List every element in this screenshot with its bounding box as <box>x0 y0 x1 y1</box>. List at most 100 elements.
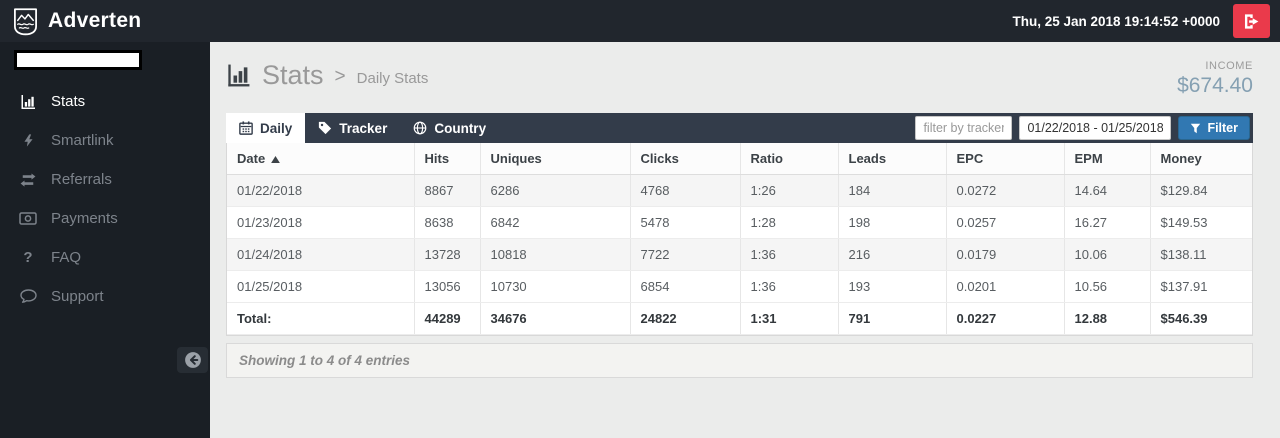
table-cell: 8638 <box>414 206 481 239</box>
table-cell: Total: <box>227 302 415 335</box>
globe-icon <box>413 121 427 135</box>
table-cell: $149.53 <box>1150 206 1252 239</box>
table-cell: 13728 <box>414 238 481 271</box>
table-cell: 5478 <box>630 206 741 239</box>
breadcrumb-separator: > <box>334 66 346 87</box>
tab-label: Tracker <box>339 120 388 136</box>
server-datetime: Thu, 25 Jan 2018 19:14:52 +0000 <box>1012 13 1220 29</box>
table-cell: 10.56 <box>1064 270 1151 303</box>
table-cell: 10818 <box>480 238 631 271</box>
bar-chart-icon <box>226 63 251 88</box>
sign-out-icon <box>1242 12 1261 31</box>
table-cell: 10730 <box>480 270 631 303</box>
income-value: $674.40 <box>1177 74 1253 97</box>
breadcrumb-page: Daily Stats <box>356 69 429 87</box>
table-cell: 6842 <box>480 206 631 239</box>
table-cell: 4768 <box>630 174 741 207</box>
table-cell: 216 <box>838 238 947 271</box>
tab-daily[interactable]: Daily <box>226 113 306 143</box>
tab-bar: Daily Tracker Country Filter <box>226 113 1253 143</box>
sidebar-item-smartlink[interactable]: Smartlink <box>0 121 210 160</box>
table-total-row: Total: 44289 34676 24822 1:31 791 0.0227 12.88 $… <box>227 302 1252 335</box>
table-cell: 193 <box>838 270 947 303</box>
table-cell: 10.06 <box>1064 238 1151 271</box>
income-label: INCOME <box>1205 60 1253 72</box>
funnel-icon <box>1190 123 1201 134</box>
tab-label: Daily <box>260 120 293 136</box>
column-header-money[interactable]: Money <box>1150 143 1252 175</box>
table-cell: 16.27 <box>1064 206 1151 239</box>
page-title: Stats <box>262 60 324 90</box>
column-header-date[interactable]: Date <box>227 143 415 175</box>
column-header-hits[interactable]: Hits <box>414 143 481 175</box>
tab-country[interactable]: Country <box>400 113 499 143</box>
table-cell: 8867 <box>414 174 481 207</box>
table-cell: 791 <box>838 302 947 335</box>
table-cell: 7722 <box>630 238 741 271</box>
table-cell: 01/23/2018 <box>227 206 415 239</box>
sidebar-item-faq[interactable]: ? FAQ <box>0 238 210 277</box>
table-cell: 24822 <box>630 302 741 335</box>
tab-label: Country <box>434 120 487 136</box>
tab-list: Daily Tracker Country <box>226 113 499 143</box>
table-cell: 12.88 <box>1064 302 1151 335</box>
table-cell: $129.84 <box>1150 174 1252 207</box>
main-content: Stats > Daily Stats INCOME $674.40 Daily… <box>210 42 1280 438</box>
table-body: 01/22/2018 8867 6286 4768 1:26 184 0.0272 14.64… <box>227 174 1252 335</box>
table-cell: 34676 <box>480 302 631 335</box>
table-row: 01/23/2018 8638 6842 5478 1:28 198 0.0257 16.27… <box>227 206 1252 239</box>
table-cell: $138.11 <box>1150 238 1252 271</box>
brand-logo[interactable]: Adverten <box>12 7 141 36</box>
sidebar-item-label: Stats <box>51 93 86 110</box>
table-cell: 6854 <box>630 270 741 303</box>
sidebar-menu: Stats Smartlink Referrals Payments ? FAQ Suppo… <box>0 82 210 316</box>
filter-controls: Filter <box>915 113 1253 143</box>
sidebar-item-label: Referrals <box>51 171 112 188</box>
table-cell: 0.0201 <box>946 270 1065 303</box>
sort-up-icon <box>271 151 281 166</box>
sidebar-item-label: Payments <box>51 210 118 227</box>
tab-tracker[interactable]: Tracker <box>305 113 400 143</box>
money-icon <box>18 212 38 225</box>
column-header-ratio[interactable]: Ratio <box>740 143 839 175</box>
tag-icon <box>318 121 332 135</box>
sidebar-item-support[interactable]: Support <box>0 277 210 316</box>
table-cell: 01/24/2018 <box>227 238 415 271</box>
adverten-shield-icon <box>12 7 39 36</box>
stats-panel: Daily Tracker Country Filter <box>226 113 1253 378</box>
column-header-epc[interactable]: EPC <box>946 143 1065 175</box>
table-row: 01/24/2018 13728 10818 7722 1:36 216 0.0179 10.… <box>227 238 1252 271</box>
lightning-icon <box>18 133 38 148</box>
table-cell: 01/25/2018 <box>227 270 415 303</box>
income-summary: INCOME $674.40 <box>1177 60 1253 98</box>
filter-button-label: Filter <box>1207 121 1238 135</box>
tracker-filter-input[interactable] <box>915 116 1013 140</box>
chat-icon <box>18 289 38 304</box>
column-header-uniques[interactable]: Uniques <box>480 143 631 175</box>
exchange-icon <box>18 172 38 187</box>
circle-arrow-left-icon <box>184 351 202 369</box>
table-cell: 1:36 <box>740 238 839 271</box>
table-header-row: Date Hits Uniques Clicks Ratio Leads EPC EPM Mon… <box>227 143 1252 175</box>
date-range-input[interactable] <box>1019 116 1172 140</box>
table-cell: 0.0272 <box>946 174 1065 207</box>
column-header-epm[interactable]: EPM <box>1064 143 1151 175</box>
table-cell: 6286 <box>480 174 631 207</box>
sidebar-item-stats[interactable]: Stats <box>0 82 210 121</box>
logout-button[interactable] <box>1233 4 1270 38</box>
stats-table-container: Date Hits Uniques Clicks Ratio Leads EPC EPM Mon… <box>226 143 1253 336</box>
table-cell: 1:31 <box>740 302 839 335</box>
sidebar-item-payments[interactable]: Payments <box>0 199 210 238</box>
sidebar-collapse-button[interactable] <box>177 347 208 373</box>
table-cell: 0.0257 <box>946 206 1065 239</box>
table-cell: 198 <box>838 206 947 239</box>
table-row: 01/22/2018 8867 6286 4768 1:26 184 0.0272 14.64… <box>227 174 1252 207</box>
table-cell: $137.91 <box>1150 270 1252 303</box>
column-header-leads[interactable]: Leads <box>838 143 947 175</box>
sidebar-item-referrals[interactable]: Referrals <box>0 160 210 199</box>
column-header-clicks[interactable]: Clicks <box>630 143 741 175</box>
table-cell: $546.39 <box>1150 302 1252 335</box>
brand-name: Adverten <box>48 9 142 32</box>
account-redacted-box <box>14 50 142 70</box>
filter-button[interactable]: Filter <box>1178 116 1250 140</box>
